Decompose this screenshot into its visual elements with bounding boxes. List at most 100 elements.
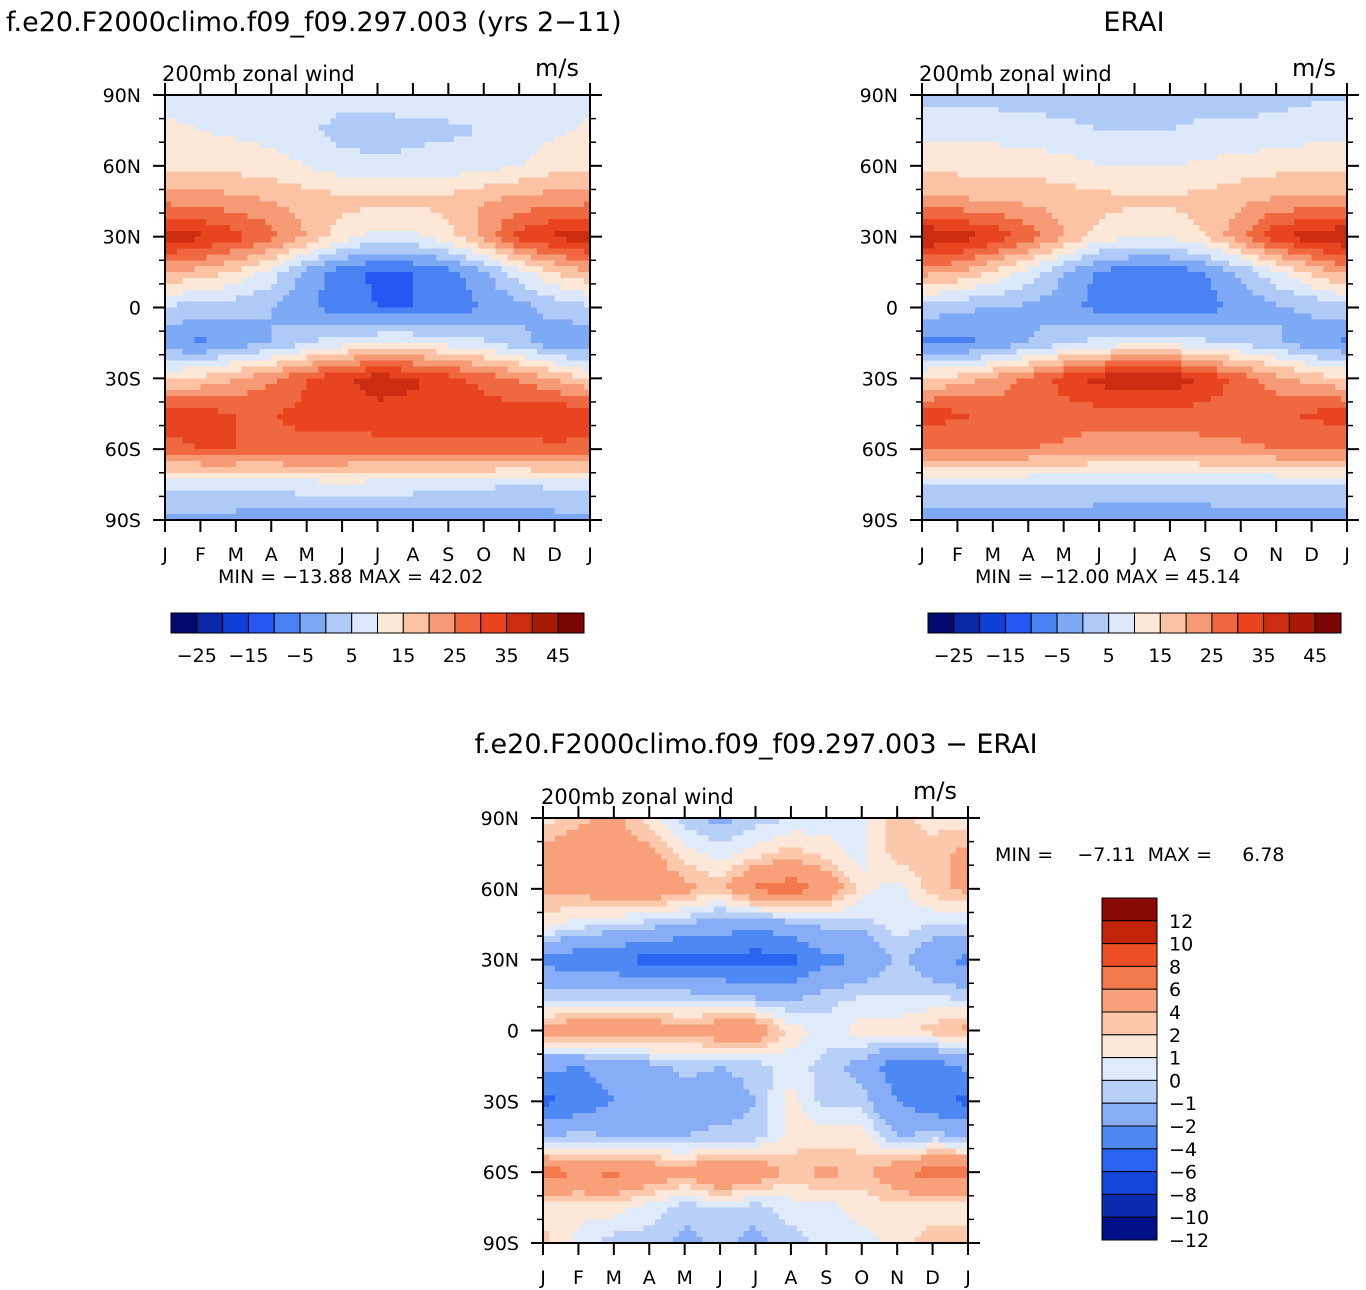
contour-cell <box>530 301 585 308</box>
contour-cell <box>359 384 420 391</box>
contour-cell <box>543 995 756 1002</box>
contour-cell <box>767 888 804 896</box>
colorbar: −25 −15 −5 5 15 25 35 45 <box>170 612 585 667</box>
contour-cell <box>922 502 1094 509</box>
contour-cell <box>1211 277 1242 285</box>
contour-cell <box>773 912 968 919</box>
contour-cell <box>814 1166 839 1173</box>
y-tick-label: 60S <box>105 439 141 461</box>
contour-cell <box>1063 366 1106 373</box>
contour-cell <box>908 888 928 896</box>
contour-cell <box>1051 289 1088 297</box>
contour-cell <box>814 1077 857 1084</box>
contour-cell <box>507 254 532 261</box>
contour-cell <box>672 1237 703 1243</box>
contour-cell <box>554 360 590 367</box>
contour-cell <box>543 1113 573 1120</box>
contour-cell <box>1335 224 1347 232</box>
colorbar-label: 1 <box>1169 1048 1181 1070</box>
contour-cell <box>1252 224 1271 232</box>
contour-cell <box>1181 366 1218 373</box>
colorbar-box <box>377 612 404 634</box>
contour-cell <box>165 159 302 167</box>
contour-cell <box>696 1178 762 1185</box>
contour-cell <box>1246 242 1265 249</box>
contour-cell <box>365 277 414 285</box>
contour-cell <box>962 888 968 896</box>
contour-cell <box>696 1201 750 1208</box>
contour-cell <box>1034 331 1283 338</box>
contour-cell <box>1293 218 1347 226</box>
contour-cell <box>908 865 951 872</box>
contour-cell <box>743 859 774 866</box>
contour-cell <box>182 319 573 326</box>
contour-cell <box>908 959 957 966</box>
contour-cell <box>1051 342 1118 350</box>
y-tick-label: 60N <box>481 879 519 901</box>
y-tick-label: 30N <box>103 227 141 249</box>
colorbar-box <box>1263 612 1290 634</box>
contour-cell <box>914 818 968 825</box>
contour-cell <box>920 924 968 931</box>
contour-cell <box>318 124 473 131</box>
contour-cell <box>678 1071 697 1079</box>
contour-cell <box>1093 224 1200 232</box>
contour-cell <box>584 1054 650 1061</box>
contour-cell <box>922 154 1076 161</box>
colorbar-label: 10 <box>1169 934 1193 956</box>
contour-cell <box>383 396 502 403</box>
contour-cell <box>914 1130 945 1138</box>
contour-cell <box>1311 283 1347 291</box>
contour-cell <box>1022 354 1059 361</box>
contour-cell <box>1040 260 1065 267</box>
contour-cell <box>779 847 804 854</box>
contour-cell <box>785 1113 809 1120</box>
colorbar-box <box>170 612 198 634</box>
contour-cell <box>454 136 555 143</box>
colorbar-box <box>299 612 327 634</box>
contour-cell <box>1063 230 1088 238</box>
contour-cell <box>330 189 455 196</box>
contour-cell <box>891 959 910 966</box>
contour-cell <box>1258 378 1301 385</box>
contour-cell <box>885 1119 968 1126</box>
contour-cell <box>625 912 691 919</box>
contour-cell <box>1240 207 1295 214</box>
contour-cell <box>543 865 668 872</box>
contour-cell <box>666 900 709 907</box>
contour-cell <box>165 354 219 361</box>
contour-cell <box>342 342 449 350</box>
contour-cell <box>755 1000 839 1008</box>
contour-cell <box>543 1136 756 1144</box>
contour-cell <box>945 384 1011 391</box>
contour-cell <box>1075 248 1100 255</box>
contour-cell <box>602 1172 621 1179</box>
contour-cell <box>838 877 851 884</box>
contour-cell <box>525 159 590 167</box>
x-tick-label: D <box>925 1267 940 1289</box>
contour-cell <box>802 847 845 854</box>
contour-cell <box>519 177 590 184</box>
contour-cell <box>165 514 590 520</box>
contour-cell <box>1211 396 1342 403</box>
contour-cell <box>767 1042 798 1049</box>
contour-cell <box>1057 348 1112 356</box>
x-tick-label: M <box>985 544 1001 566</box>
contour-cell <box>1234 236 1253 243</box>
contour-cell <box>655 847 674 854</box>
contour-cell <box>306 378 355 385</box>
contour-cell <box>543 1237 550 1243</box>
colorbar-box <box>1101 1148 1158 1173</box>
contour-cell <box>938 829 968 837</box>
contour-cell <box>814 1089 869 1096</box>
contour-cell <box>1040 443 1265 450</box>
contour-cell <box>1040 295 1088 302</box>
contour-cell <box>885 1060 945 1067</box>
contour-cell <box>885 847 957 854</box>
contour-cell <box>914 1172 968 1179</box>
contour-cell <box>584 384 590 391</box>
contour-cell <box>690 1130 768 1138</box>
contour-cell <box>519 236 567 243</box>
contour-cell <box>235 425 296 432</box>
contour-cell <box>324 283 372 291</box>
